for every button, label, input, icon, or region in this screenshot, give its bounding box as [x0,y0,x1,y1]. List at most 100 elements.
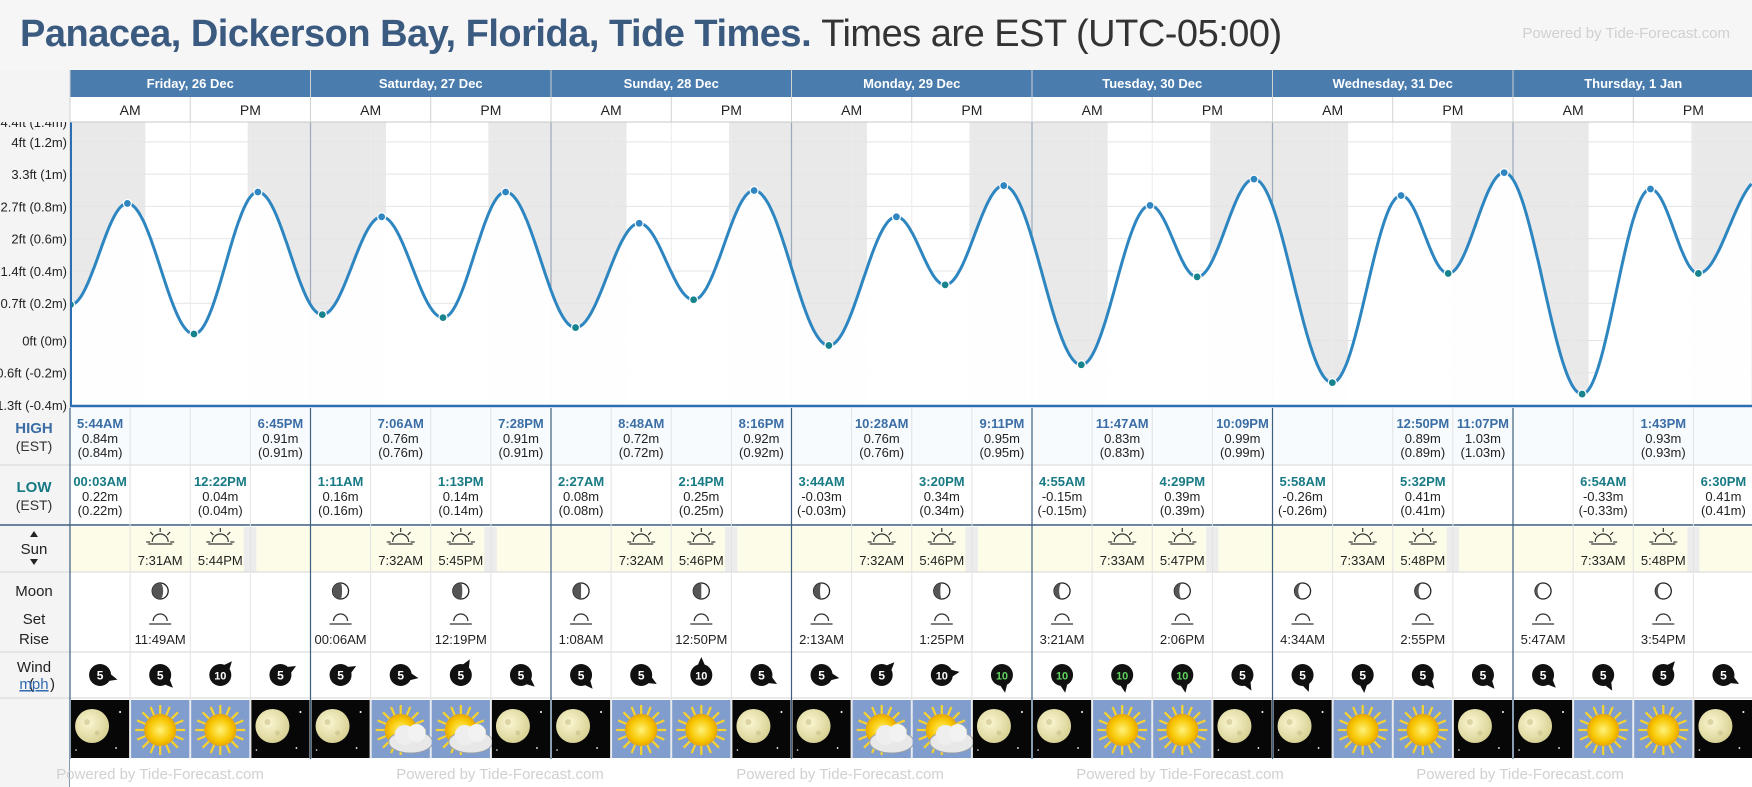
high-tide-point[interactable] [1396,190,1406,201]
sunrise-icon [1113,533,1131,543]
moonset-time: 5:47AM [1521,632,1566,647]
sun-ray [149,744,156,754]
low-height: 0.22m [82,489,118,504]
low-tide-point[interactable] [1327,378,1337,388]
sun-ray [174,735,184,741]
star [796,749,799,751]
wind-speed: 5 [1299,669,1306,683]
low-tide-point[interactable] [317,310,327,320]
high-tide-point[interactable] [749,185,759,196]
high-tide-point[interactable] [253,187,263,197]
wind-badge [389,664,412,686]
low-tide-point[interactable] [688,295,699,305]
high-height: 0.84m [82,431,118,446]
high-height: 0.76m [864,431,900,446]
y-tick-label: 3.3ft (1m) [11,167,67,182]
sun-ray [1171,706,1178,716]
moonrise-time: 2:55PM [1400,632,1445,647]
high-tide-point[interactable] [891,212,902,222]
high-tide-point[interactable] [1499,168,1509,178]
sunrise-time: 7:33AM [1100,553,1145,568]
sunrise-time: 7:32AM [378,553,423,568]
moonrise-icon [1174,613,1190,622]
low-tide-point[interactable] [1443,268,1453,279]
footer-strip [70,759,1752,787]
wind-arrow-head [585,680,593,689]
sun-ray [390,706,396,716]
sun-icon [1106,714,1139,746]
wind-badge [930,664,953,686]
sun-ray [1111,744,1118,754]
moonrise-time: 2:06PM [1160,632,1205,647]
sun-ray [711,711,720,720]
low-tide-point[interactable] [189,329,199,339]
star [355,747,358,749]
sunset-icon [933,533,951,543]
high-time: 6:45PM [258,416,304,431]
high-height-paren: (1.03m) [1461,445,1506,460]
sun-ray [630,744,637,754]
high-tide-point[interactable] [999,180,1009,191]
moon-icon [976,709,1011,743]
high-tide-point[interactable] [501,187,511,197]
moonset-time: 4:34AM [1280,632,1325,647]
moonrise-icon [152,613,168,622]
sunset-icon-ray [1669,531,1674,536]
high-tide-point[interactable] [377,212,387,222]
high-height: 0.83m [1104,431,1140,446]
high-tide-point[interactable] [1145,200,1155,211]
sunset-icon-ray [1652,531,1657,536]
low-tide-point[interactable] [438,313,448,323]
sunset-icon-ray [690,531,695,536]
wind-paren-open: ( [29,676,34,693]
high-time: 7:28PM [498,416,544,431]
wind-speed: 5 [518,669,525,683]
low-tide-point[interactable] [1693,268,1703,279]
wind-badge [1592,664,1615,686]
sun-ray [225,706,231,716]
wind-arrow-head [1547,679,1556,688]
cloud-puff [467,724,486,742]
high-tide-point[interactable] [1645,184,1656,194]
am-label: AM [120,102,141,118]
star [119,711,122,713]
powered-by-label[interactable]: Powered by Tide-Forecast.com [1522,25,1730,42]
low-tide-point[interactable] [570,322,581,333]
sun-ray [1399,719,1409,725]
high-time: 10:09PM [1216,416,1269,431]
low-time: 3:20PM [919,474,965,489]
moon-crater [575,730,581,736]
sun-ray [706,706,712,716]
high-tide-point[interactable] [634,218,644,228]
wind-unit-link[interactable]: mph [19,676,48,693]
wind-arrow-head [165,679,173,688]
moon-crater [1527,719,1534,725]
sun-ray [1352,744,1358,754]
moon-icon [1518,709,1553,743]
sunset-icon-ray [1171,531,1176,536]
low-tide-point[interactable] [1076,360,1086,370]
high-tide-point[interactable] [122,198,133,209]
wind-badge [509,664,532,686]
wind-arrow-head [463,659,470,668]
sunset-icon-ray [1429,531,1434,536]
sun-ray [1677,735,1687,741]
low-tide-point[interactable] [1192,272,1202,282]
low-time: 5:58AM [1279,474,1325,489]
left-axis-panel [0,70,70,787]
sun-icon [685,714,718,746]
moon-icon [495,709,530,743]
low-time: 1:13PM [438,474,484,489]
page-title: Panacea, Dickerson Bay, Florida, Tide Ti… [20,13,1282,56]
wind-arrow-head [526,679,535,687]
low-tide-point[interactable] [1577,389,1587,399]
sun-ray [1136,735,1146,741]
low-tide-point[interactable] [824,340,834,351]
low-tide-point[interactable] [940,280,950,290]
high-tide-point[interactable] [1249,174,1259,184]
sunrise-icon-ray [1352,531,1357,536]
footer-watermark: Powered by Tide-Forecast.com [396,766,604,783]
sun-ray [918,719,928,725]
sun-ray [405,706,412,716]
wind-arrow-head [1180,684,1188,693]
